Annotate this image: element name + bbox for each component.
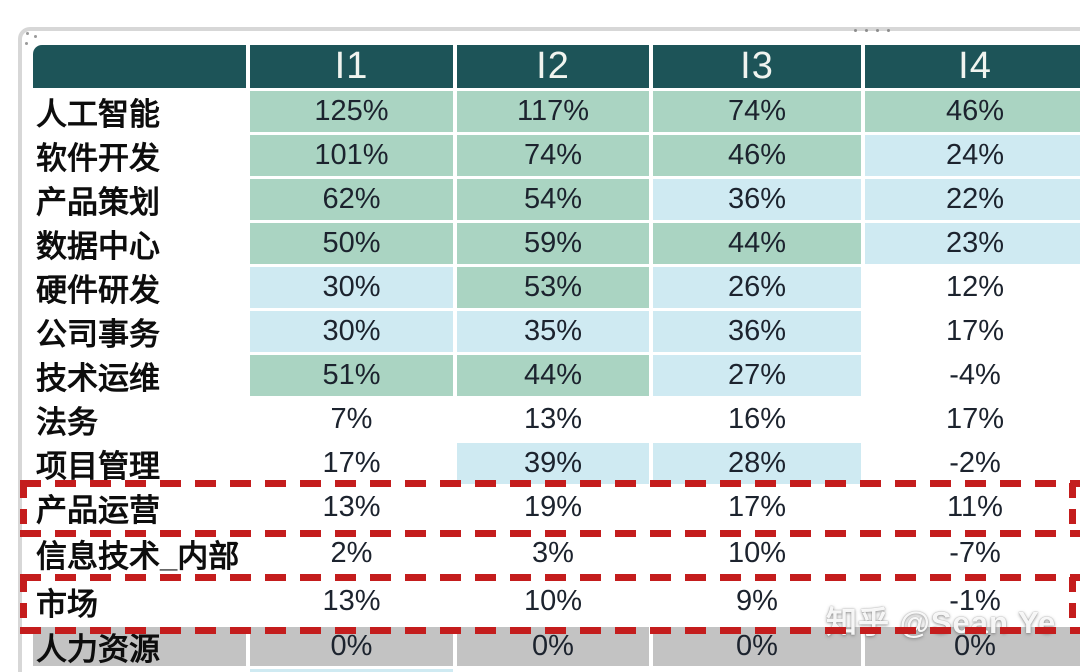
value-cell[interactable]: 50% <box>250 223 453 264</box>
value-cell[interactable]: 26% <box>653 267 861 308</box>
value-cell[interactable]: 27% <box>653 355 861 396</box>
value-cell[interactable]: 59% <box>457 223 649 264</box>
value-cell[interactable]: 17% <box>653 487 861 528</box>
partial-row-cell <box>33 669 246 672</box>
value-cell[interactable]: 44% <box>457 355 649 396</box>
window-grip-dots-icon <box>854 29 890 32</box>
value-cell[interactable]: -1% <box>865 578 1080 624</box>
value-cell[interactable]: -2% <box>865 443 1080 484</box>
value-cell[interactable]: 28% <box>653 443 861 484</box>
row-label[interactable]: 软件开发 <box>33 135 246 176</box>
row-label[interactable]: 法务 <box>33 399 246 440</box>
partial-row-cell <box>250 669 453 672</box>
value-cell[interactable]: 51% <box>250 355 453 396</box>
row-label[interactable]: 技术运维 <box>33 355 246 396</box>
value-cell[interactable]: 36% <box>653 179 861 220</box>
row-label[interactable]: 硬件研发 <box>33 267 246 308</box>
value-cell[interactable]: 10% <box>457 578 649 624</box>
value-cell[interactable]: 17% <box>865 311 1080 352</box>
value-cell[interactable]: 53% <box>457 267 649 308</box>
value-cell[interactable]: -4% <box>865 355 1080 396</box>
row-label[interactable]: 产品策划 <box>33 179 246 220</box>
value-cell[interactable]: 9% <box>653 578 861 624</box>
value-cell[interactable]: 30% <box>250 311 453 352</box>
value-cell[interactable]: 125% <box>250 91 453 132</box>
value-cell[interactable]: 16% <box>653 399 861 440</box>
value-cell[interactable]: 46% <box>653 135 861 176</box>
value-cell[interactable]: 3% <box>457 531 649 575</box>
value-cell[interactable]: 17% <box>250 443 453 484</box>
highlight-box-1-right-edge <box>1069 483 1076 531</box>
value-cell[interactable]: 7% <box>250 399 453 440</box>
value-cell[interactable]: 19% <box>457 487 649 528</box>
column-header-i2[interactable]: I2 <box>457 45 649 88</box>
value-cell[interactable]: 39% <box>457 443 649 484</box>
value-cell[interactable]: 62% <box>250 179 453 220</box>
value-cell[interactable]: 74% <box>457 135 649 176</box>
value-cell[interactable]: 22% <box>865 179 1080 220</box>
value-cell[interactable]: 13% <box>250 578 453 624</box>
column-header-corner[interactable] <box>33 45 246 88</box>
value-cell[interactable]: 13% <box>250 487 453 528</box>
row-label[interactable]: 人工智能 <box>33 91 246 132</box>
value-cell[interactable]: 74% <box>653 91 861 132</box>
value-cell[interactable]: -7% <box>865 531 1080 575</box>
highlight-box-1-top-edge <box>20 480 1080 487</box>
value-cell[interactable]: 13% <box>457 399 649 440</box>
value-cell[interactable]: 35% <box>457 311 649 352</box>
highlight-box-2-right-edge <box>1069 577 1076 627</box>
value-cell[interactable]: 54% <box>457 179 649 220</box>
partial-row-cell <box>653 669 861 672</box>
value-cell[interactable]: 117% <box>457 91 649 132</box>
partial-row-cell <box>457 669 649 672</box>
value-cell[interactable]: 17% <box>865 399 1080 440</box>
highlight-box-1-bottom-edge <box>20 530 1080 537</box>
value-cell[interactable]: 46% <box>865 91 1080 132</box>
row-label[interactable]: 产品运营 <box>33 487 246 528</box>
column-header-i4[interactable]: I4 <box>865 45 1080 88</box>
highlight-box-2-top-edge <box>20 574 1080 581</box>
column-header-i1[interactable]: I1 <box>250 45 453 88</box>
highlight-box-2-bottom-edge <box>20 627 1080 634</box>
value-cell[interactable]: 30% <box>250 267 453 308</box>
highlight-box-1-left-edge <box>20 483 27 531</box>
partial-row-cell <box>865 669 1080 672</box>
highlight-box-2-left-edge <box>20 577 27 627</box>
zhihu-watermark: 知乎 @Sean Ye <box>826 605 1057 640</box>
row-label[interactable]: 项目管理 <box>33 443 246 484</box>
value-cell[interactable]: 101% <box>250 135 453 176</box>
value-cell[interactable]: 44% <box>653 223 861 264</box>
row-label[interactable]: 数据中心 <box>33 223 246 264</box>
row-label[interactable]: 市场 <box>33 578 246 624</box>
row-label[interactable]: 信息技术_内部 <box>33 531 246 575</box>
value-cell[interactable]: 36% <box>653 311 861 352</box>
value-cell[interactable]: 11% <box>865 487 1080 528</box>
value-cell[interactable]: 23% <box>865 223 1080 264</box>
value-cell[interactable]: 24% <box>865 135 1080 176</box>
row-label[interactable]: 公司事务 <box>33 311 246 352</box>
value-cell[interactable]: 2% <box>250 531 453 575</box>
column-header-i3[interactable]: I3 <box>653 45 861 88</box>
value-cell[interactable]: 12% <box>865 267 1080 308</box>
value-cell[interactable]: 10% <box>653 531 861 575</box>
